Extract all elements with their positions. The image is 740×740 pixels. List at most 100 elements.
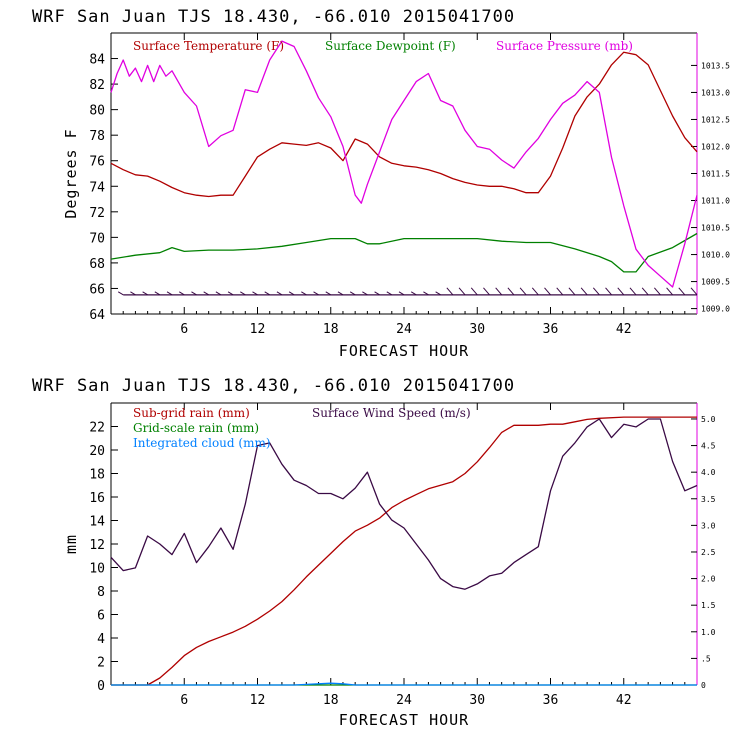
y2-tick-label: 3.5 [701, 495, 716, 504]
y-tick-label: 0 [97, 679, 105, 694]
y-tick-label: 20 [89, 444, 105, 459]
y-tick-label: 66 [89, 282, 105, 297]
y2-tick-label: 2.0 [701, 575, 716, 584]
wind-barb [446, 287, 454, 296]
y2-tick-label: 1011.0 [701, 197, 730, 206]
wind-barb [252, 291, 258, 296]
x-axis-label: FORECAST HOUR [339, 711, 469, 729]
y-tick-label: 2 [97, 656, 105, 671]
sub-grid-rain-line [111, 416, 697, 686]
wind-barb [458, 287, 466, 296]
wind-barb [556, 287, 564, 296]
wind-barb [154, 291, 161, 296]
legend-surface-wind-speed: Surface Wind Speed (m/s) [312, 406, 471, 420]
x-tick-label: 6 [180, 322, 188, 337]
wind-barb [678, 287, 686, 296]
surface-dewpoint-line [110, 232, 698, 273]
wind-barb [240, 291, 246, 296]
wind-barb [337, 291, 344, 296]
wind-barb [592, 287, 600, 296]
y-tick-label: 74 [89, 180, 105, 195]
wind-barb [544, 287, 551, 296]
surface-wind-speed-line [110, 418, 698, 590]
y-tick-label: 68 [89, 257, 105, 272]
wind-barb [423, 291, 429, 296]
wind-barb [507, 287, 515, 296]
y2-tick-label: 1.0 [701, 628, 716, 637]
x-tick-label: 24 [396, 693, 412, 708]
wind-barb [483, 287, 490, 296]
wind-barb [653, 287, 661, 296]
wind-barb [386, 291, 393, 296]
x-tick-label: 30 [469, 322, 485, 337]
y-tick-label: 70 [89, 231, 105, 246]
wind-barb [288, 291, 295, 296]
wind-barb [470, 287, 478, 296]
wind-barb [398, 291, 405, 296]
y2-tick-label: 4.5 [701, 442, 716, 451]
y2-tick-label: 1010.5 [701, 224, 730, 233]
x-tick-label: 12 [250, 693, 266, 708]
wind-barb [203, 291, 209, 296]
y2-tick-label: 1.5 [701, 601, 716, 610]
y2-tick-label: 1009.5 [701, 278, 730, 287]
y2-tick-label: 1012.5 [701, 115, 730, 124]
y-tick-label: 78 [89, 129, 105, 144]
legend-integrated-cloud: Integrated cloud (mm) [133, 436, 271, 450]
x-tick-label: 18 [323, 322, 339, 337]
wind-barb [641, 287, 649, 296]
wind-barb [605, 287, 612, 296]
x-tick-label: 6 [180, 693, 188, 708]
wind-barb [276, 291, 283, 296]
y2-tick-label: 3.0 [701, 521, 716, 530]
x-tick-label: 42 [616, 322, 632, 337]
y-tick-label: 16 [89, 491, 105, 506]
wind-barb [191, 291, 197, 296]
y-tick-label: 6 [97, 609, 105, 624]
legend-surface-pressure: Surface Pressure (mb) [496, 39, 633, 53]
wind-barb [568, 287, 576, 296]
wind-barb [362, 291, 368, 296]
wind-barb [531, 287, 539, 296]
y2-tick-label: 1011.5 [701, 170, 730, 179]
wind-barb [374, 291, 380, 296]
wind-barb [519, 287, 527, 296]
wind-barb [130, 291, 136, 296]
wind-barb [410, 291, 417, 296]
legend-surface-temperature: Surface Temperature (F) [133, 39, 284, 53]
x-tick-label: 36 [543, 693, 559, 708]
wind-barb [629, 287, 637, 296]
y-tick-label: 12 [89, 538, 105, 553]
x-tick-label: 30 [469, 693, 485, 708]
y-tick-label: 76 [89, 155, 105, 170]
y2-tick-label: 0 [701, 681, 706, 690]
x-tick-label: 18 [323, 693, 339, 708]
wind-barb [178, 291, 185, 296]
y-tick-label: 22 [89, 421, 105, 436]
x-tick-label: 24 [396, 322, 412, 337]
y2-tick-label: .5 [701, 654, 711, 663]
y2-tick-label: 2.5 [701, 548, 716, 557]
wind-barb [166, 291, 173, 296]
x-tick-label: 36 [543, 322, 559, 337]
temperature-chart-panel: WRF San Juan TJS 18.430, -66.010 2015041… [32, 7, 730, 360]
integrated-cloud-line [111, 682, 697, 686]
wind-barb [325, 291, 332, 296]
wind-barb [227, 291, 234, 296]
chart-title: WRF San Juan TJS 18.430, -66.010 2015041… [32, 7, 515, 27]
y-tick-label: 72 [89, 206, 105, 221]
wind-barb [349, 291, 356, 296]
y-tick-label: 84 [89, 53, 105, 68]
y2-tick-label: 1013.0 [701, 88, 730, 97]
y-tick-label: 14 [89, 515, 105, 530]
y-tick-label: 64 [89, 308, 105, 323]
y-tick-label: 4 [97, 632, 105, 647]
legend-surface-dewpoint: Surface Dewpoint (F) [325, 39, 456, 53]
wind-barb [495, 287, 503, 296]
wind-barb [690, 287, 698, 296]
legend-grid-scale-rain: Grid-scale rain (mm) [133, 421, 259, 435]
y2-tick-label: 1010.0 [701, 251, 730, 260]
wind-barb [142, 291, 148, 296]
y-tick-label: 80 [89, 104, 105, 119]
